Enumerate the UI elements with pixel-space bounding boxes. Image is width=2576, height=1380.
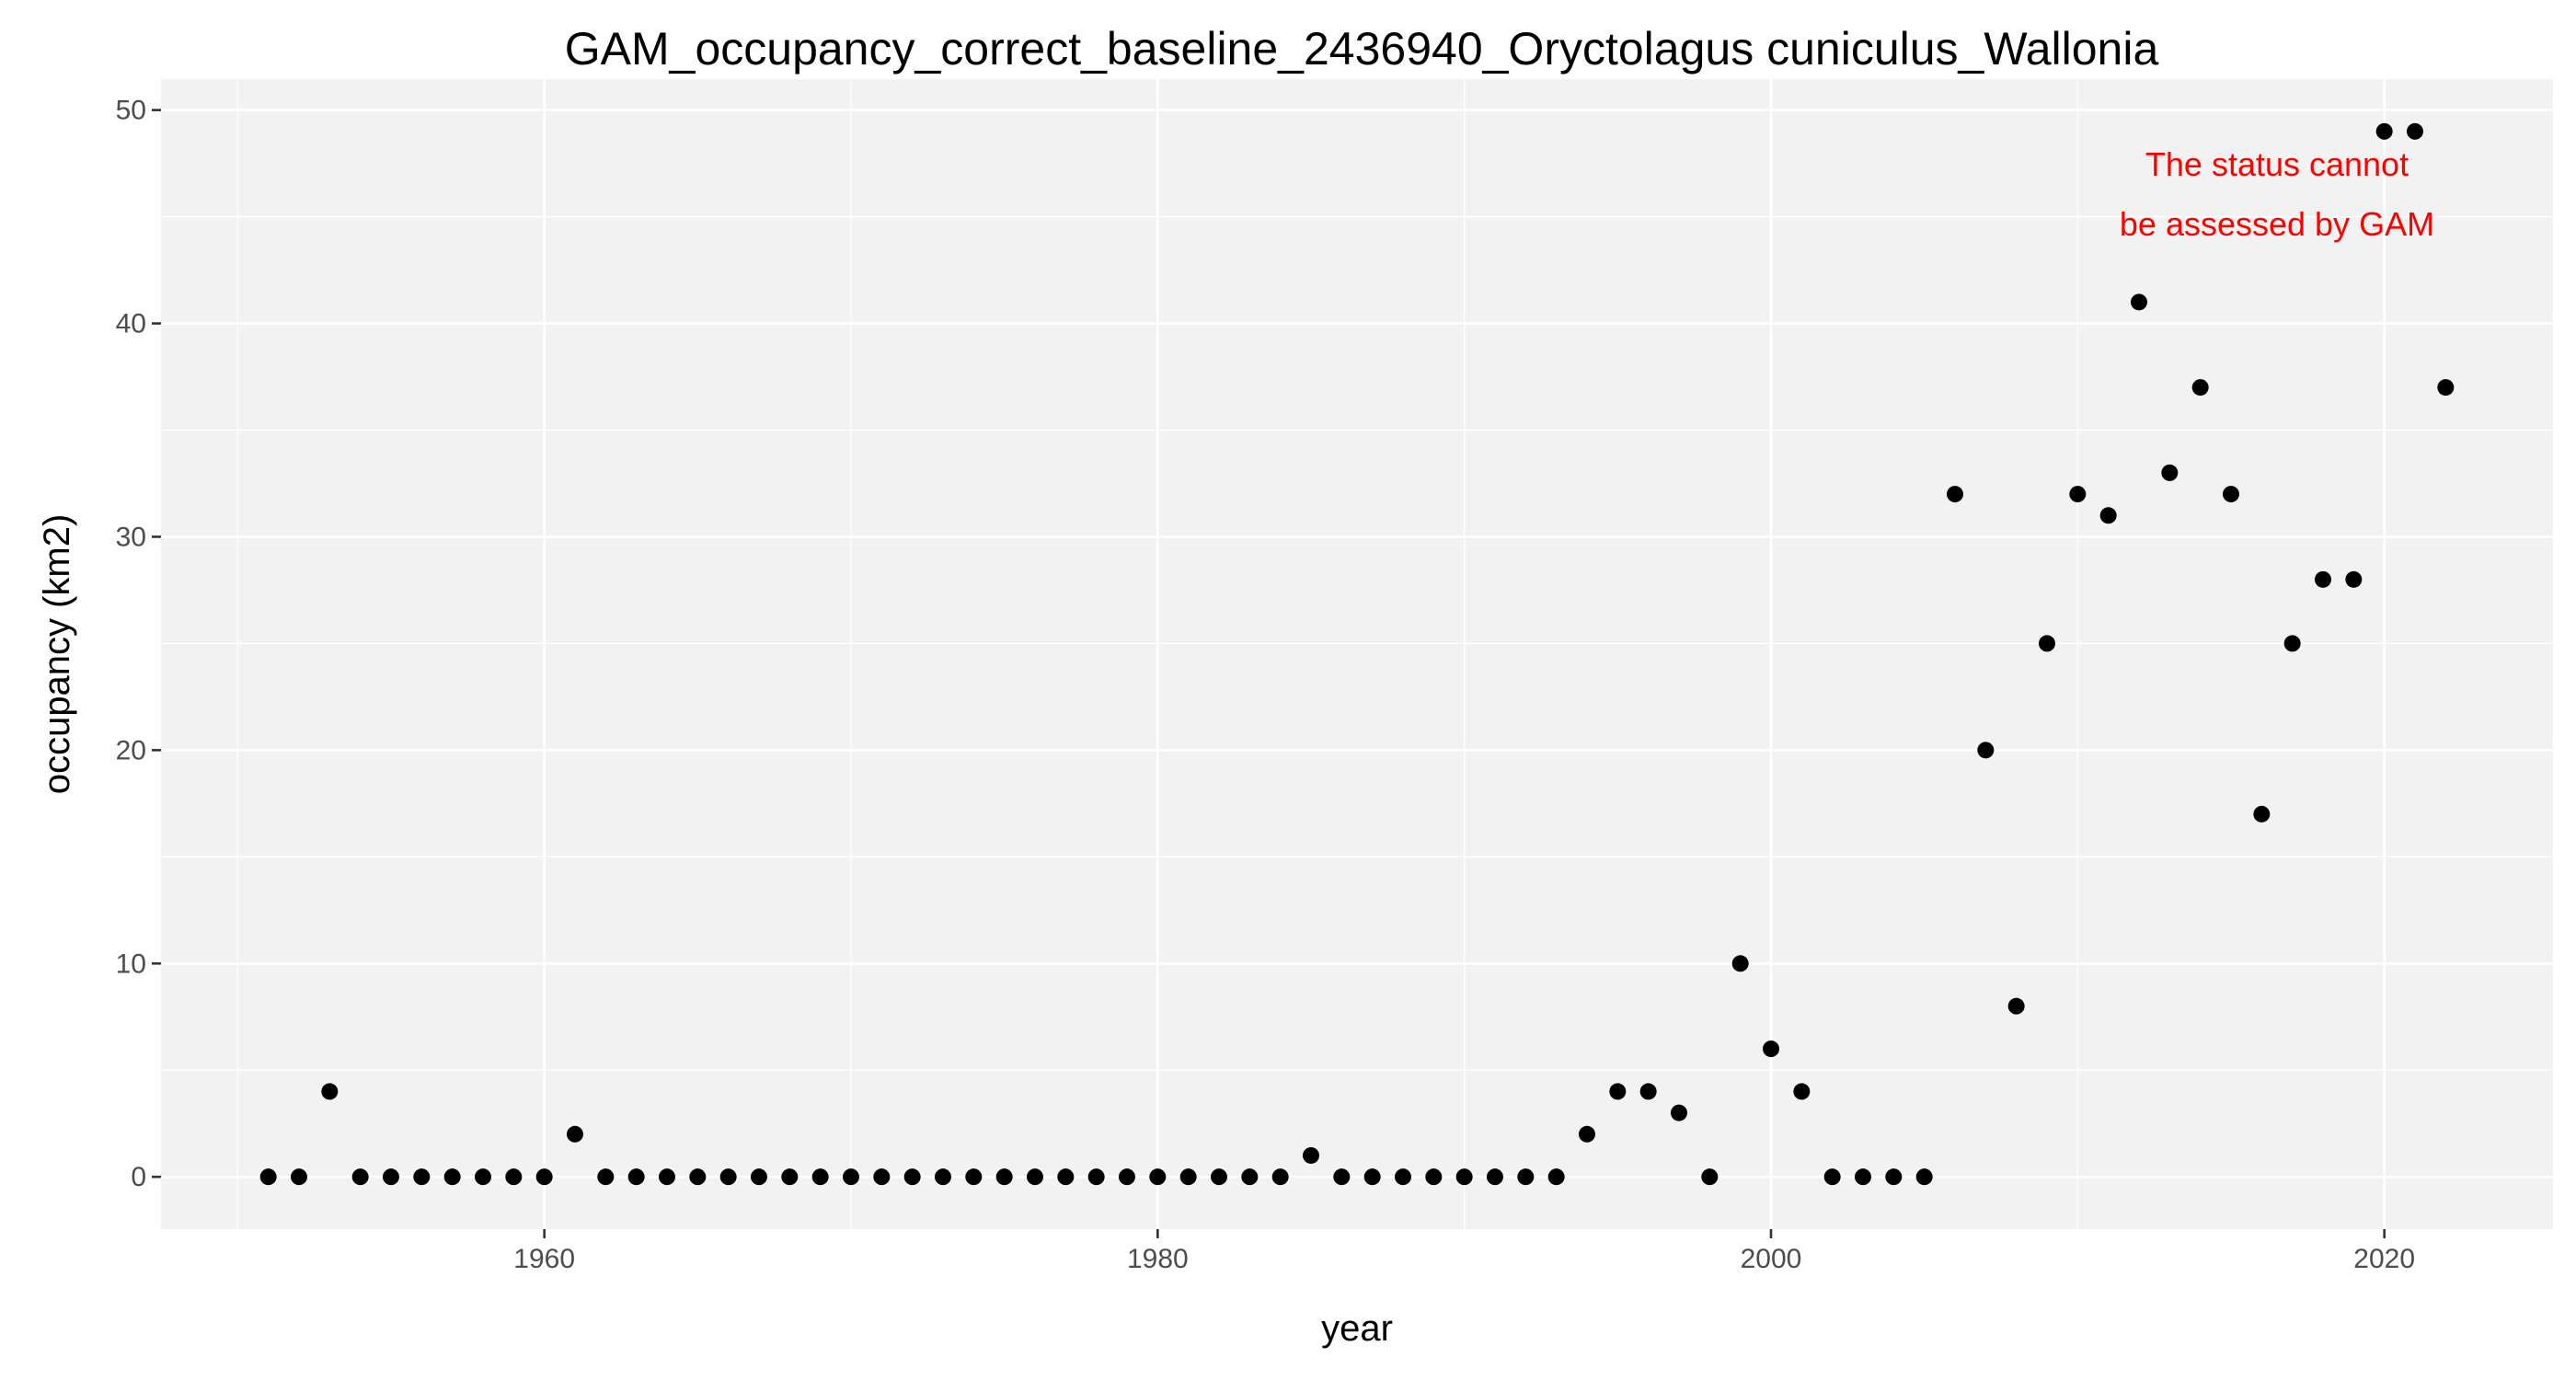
data-point bbox=[751, 1168, 767, 1186]
data-point bbox=[2407, 122, 2423, 140]
data-point bbox=[1487, 1168, 1503, 1186]
data-point bbox=[1149, 1168, 1167, 1186]
data-point bbox=[1087, 1168, 1105, 1186]
y-tick-label: 20 bbox=[116, 735, 146, 765]
data-point bbox=[995, 1168, 1013, 1186]
data-point bbox=[1731, 955, 1749, 972]
data-point bbox=[1977, 742, 1995, 759]
data-point bbox=[2283, 635, 2301, 652]
data-point bbox=[1915, 1168, 1933, 1186]
y-axis-title: occupancy (km2) bbox=[37, 514, 77, 795]
data-point bbox=[1333, 1168, 1351, 1186]
data-point bbox=[1701, 1168, 1719, 1186]
data-point bbox=[1027, 1168, 1043, 1186]
annotation-line-2: be assessed by GAM bbox=[2120, 205, 2434, 243]
data-point bbox=[689, 1168, 707, 1186]
data-point bbox=[1517, 1168, 1535, 1186]
data-point bbox=[443, 1168, 461, 1186]
plot-panel bbox=[161, 79, 2553, 1229]
data-point bbox=[935, 1168, 951, 1186]
data-point bbox=[1303, 1146, 1319, 1164]
data-point bbox=[505, 1168, 523, 1186]
data-point bbox=[2315, 570, 2331, 588]
data-point bbox=[873, 1168, 891, 1186]
data-points bbox=[259, 122, 2455, 1186]
y-tick-label: 30 bbox=[116, 522, 146, 552]
data-point bbox=[1271, 1168, 1289, 1186]
data-point bbox=[1823, 1168, 1841, 1186]
axis-ticks bbox=[152, 109, 2386, 1238]
data-point bbox=[535, 1168, 553, 1186]
data-point bbox=[2099, 507, 2117, 524]
data-point bbox=[843, 1168, 859, 1186]
data-point bbox=[1639, 1083, 1657, 1100]
data-point bbox=[1855, 1168, 1871, 1186]
data-point bbox=[1057, 1168, 1075, 1186]
minor-gridlines bbox=[161, 79, 2553, 1229]
tick-labels: 1960 1980 2000 2020 0 10 20 30 40 50 bbox=[116, 96, 2415, 1274]
major-gridlines bbox=[161, 79, 2553, 1229]
data-point bbox=[1609, 1083, 1627, 1100]
data-point bbox=[965, 1168, 983, 1186]
data-point bbox=[259, 1168, 277, 1186]
data-point bbox=[1211, 1168, 1227, 1186]
x-tick-label: 2020 bbox=[2353, 1244, 2415, 1274]
data-point bbox=[1671, 1104, 1687, 1121]
data-point bbox=[1547, 1168, 1565, 1186]
data-point bbox=[2007, 997, 2025, 1015]
data-point bbox=[1363, 1168, 1381, 1186]
data-point bbox=[2131, 293, 2147, 311]
x-tick-label: 1980 bbox=[1127, 1244, 1189, 1274]
data-point bbox=[597, 1168, 615, 1186]
data-point bbox=[475, 1168, 491, 1186]
data-point bbox=[1119, 1168, 1135, 1186]
data-point bbox=[781, 1168, 799, 1186]
data-point bbox=[811, 1168, 829, 1186]
data-point bbox=[719, 1168, 737, 1186]
data-point bbox=[2223, 486, 2239, 503]
data-point bbox=[1885, 1168, 1903, 1186]
chart-title: GAM_occupancy_correct_baseline_2436940_O… bbox=[565, 23, 2159, 75]
data-point bbox=[1241, 1168, 1259, 1186]
x-tick-label: 1960 bbox=[513, 1244, 575, 1274]
data-point bbox=[2253, 805, 2271, 822]
data-point bbox=[1763, 1041, 1779, 1058]
data-point bbox=[659, 1168, 675, 1186]
data-point bbox=[291, 1168, 307, 1186]
data-point bbox=[903, 1168, 921, 1186]
data-point bbox=[1395, 1168, 1411, 1186]
data-point bbox=[1425, 1168, 1443, 1186]
data-point bbox=[627, 1168, 645, 1186]
x-axis-title: year bbox=[1321, 1308, 1393, 1349]
data-point bbox=[351, 1168, 369, 1186]
annotation-line-1: The status cannot bbox=[2145, 145, 2409, 183]
x-tick-label: 2000 bbox=[1741, 1244, 1802, 1274]
data-point bbox=[1455, 1168, 1473, 1186]
data-point bbox=[1947, 486, 1963, 503]
data-point bbox=[2161, 464, 2179, 481]
data-point bbox=[321, 1083, 339, 1100]
y-tick-label: 10 bbox=[116, 949, 146, 979]
y-tick-label: 0 bbox=[131, 1162, 146, 1192]
data-point bbox=[2039, 635, 2055, 652]
data-point bbox=[413, 1168, 431, 1186]
data-point bbox=[1579, 1125, 1595, 1143]
data-point bbox=[2069, 486, 2087, 503]
data-point bbox=[2345, 570, 2363, 588]
y-tick-label: 50 bbox=[116, 96, 146, 126]
data-point bbox=[2191, 379, 2209, 397]
data-point bbox=[1179, 1168, 1197, 1186]
data-point bbox=[383, 1168, 399, 1186]
data-point bbox=[2437, 379, 2455, 397]
data-point bbox=[567, 1125, 583, 1143]
data-point bbox=[1793, 1083, 1811, 1100]
data-point bbox=[2375, 122, 2393, 140]
y-tick-label: 40 bbox=[116, 309, 146, 339]
